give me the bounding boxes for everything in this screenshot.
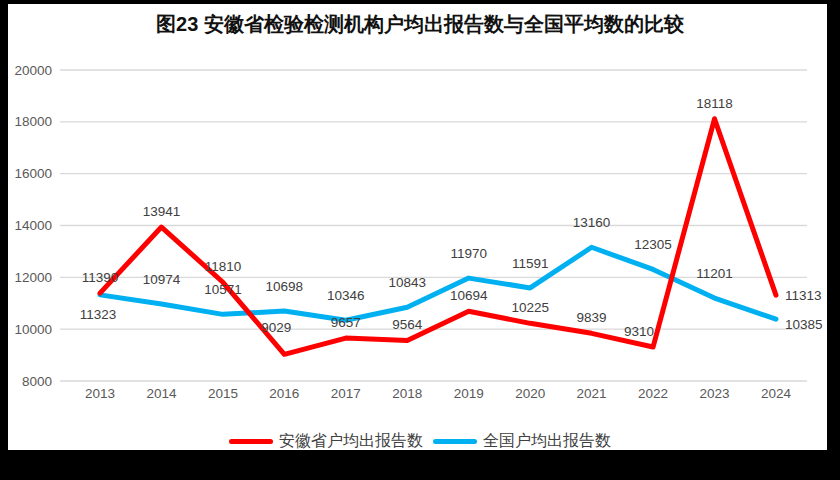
svg-text:11810: 11810 [205,259,242,274]
svg-text:10974: 10974 [143,272,181,287]
svg-text:11313: 11313 [785,288,822,303]
svg-text:9564: 9564 [392,317,423,332]
svg-text:13941: 13941 [143,204,181,219]
national-series-line-icon [433,439,477,444]
svg-text:16000: 16000 [14,166,52,181]
svg-text:11970: 11970 [450,246,487,261]
svg-text:18118: 18118 [696,96,733,111]
svg-text:12000: 12000 [14,270,52,285]
legend-item-national: 全国户均出报告数 [433,431,611,452]
svg-text:9839: 9839 [577,310,607,325]
svg-text:10000: 10000 [14,322,52,337]
svg-text:10225: 10225 [511,300,549,315]
svg-text:13160: 13160 [573,215,611,230]
anhui-series-line-icon [229,439,273,444]
svg-text:9029: 9029 [261,320,291,335]
chart-title: 图23 安徽省检验检测机构户均出报告数与全国平均数的比较 [0,11,840,38]
svg-text:11201: 11201 [696,266,733,281]
svg-text:8000: 8000 [22,374,52,389]
svg-text:11323: 11323 [80,307,117,322]
svg-text:2024: 2024 [761,386,792,401]
svg-text:2022: 2022 [638,386,668,401]
svg-text:10843: 10843 [388,275,426,290]
svg-text:2018: 2018 [392,386,422,401]
line-chart: 8000 10000 12000 14000 16000 18000 20000 2013 20… [0,0,840,480]
svg-text:2016: 2016 [269,386,299,401]
svg-text:2021: 2021 [577,386,607,401]
svg-text:10571: 10571 [204,282,242,297]
svg-text:2014: 2014 [146,386,177,401]
svg-text:2019: 2019 [454,386,484,401]
svg-text:12305: 12305 [634,237,672,252]
svg-text:10694: 10694 [450,288,488,303]
legend-label-anhui: 安徽省户均出报告数 [279,431,423,452]
svg-text:10346: 10346 [327,288,365,303]
svg-text:2023: 2023 [699,386,729,401]
svg-text:2015: 2015 [208,386,238,401]
svg-text:11591: 11591 [512,256,549,271]
svg-text:20000: 20000 [14,63,52,78]
svg-text:10385: 10385 [785,317,823,332]
legend-label-national: 全国户均出报告数 [483,431,611,452]
svg-text:2013: 2013 [85,386,115,401]
svg-text:2017: 2017 [331,386,361,401]
svg-text:9657: 9657 [331,315,361,330]
svg-text:10698: 10698 [266,279,304,294]
svg-text:9310: 9310 [624,324,654,339]
svg-text:11390: 11390 [82,270,119,285]
svg-text:14000: 14000 [14,218,52,233]
chart-legend: 安徽省户均出报告数 全国户均出报告数 [0,431,840,452]
legend-item-anhui: 安徽省户均出报告数 [229,431,423,452]
svg-text:2020: 2020 [515,386,545,401]
svg-text:18000: 18000 [14,114,52,129]
